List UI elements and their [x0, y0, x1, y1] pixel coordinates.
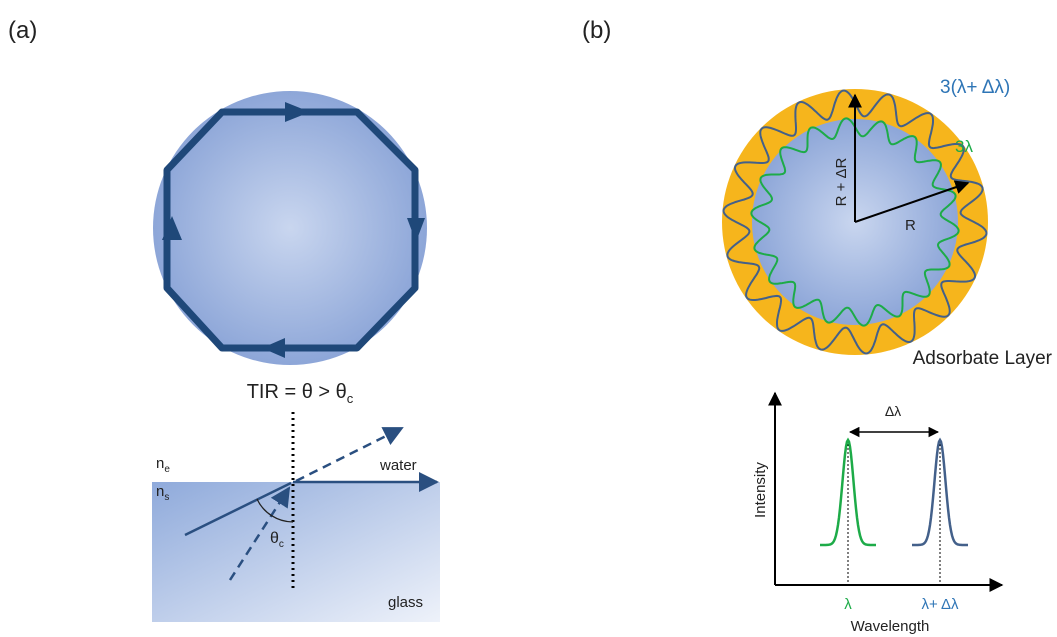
water-label: water	[379, 457, 417, 474]
theta-c-sub: c	[279, 539, 284, 550]
theta-c-base: θ	[270, 530, 279, 547]
figure: (a) TIR = θ > θc ne ns water θc glass (b…	[0, 0, 1057, 637]
y-axis-label: Intensity	[752, 462, 769, 518]
n-e: ne	[156, 455, 170, 475]
glass-label: glass	[388, 594, 423, 611]
panel-label: (a)	[8, 17, 37, 44]
outer-wave-label: 3(λ+ Δλ)	[940, 77, 1010, 98]
peak-1-label: λ	[844, 596, 852, 613]
n-e-sub: e	[164, 464, 170, 475]
tir-sub: c	[347, 391, 354, 406]
tir-text: TIR = θ > θ	[247, 381, 347, 403]
x-axis-label: Wavelength	[851, 618, 930, 635]
layer-label: Adsorbate Layer	[913, 348, 1053, 369]
radius-outer-label: R + ΔR	[833, 157, 850, 206]
n-e-base: n	[156, 455, 164, 472]
resonator	[153, 91, 427, 365]
n-s-sub: s	[164, 492, 169, 503]
inner-wave-label: 3λ	[955, 137, 973, 156]
radius-label: R	[905, 217, 916, 234]
shift-label: Δλ	[885, 403, 901, 419]
n-s-base: n	[156, 483, 164, 500]
peak-2-label: λ+ Δλ	[921, 596, 959, 613]
panel-label: (b)	[582, 17, 611, 44]
tir-condition: TIR = θ > θc	[247, 381, 354, 406]
